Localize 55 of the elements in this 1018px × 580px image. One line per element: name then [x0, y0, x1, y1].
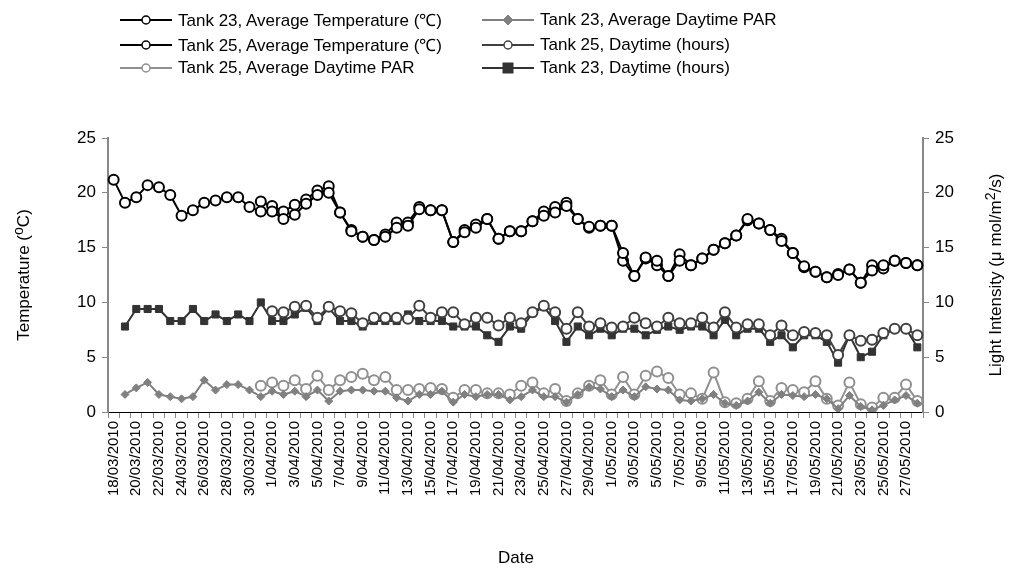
- y-tick-label: 10: [77, 292, 96, 312]
- x-tick-label: 20/03/2010: [126, 421, 144, 497]
- legend-label: Tank 25, Average Daytime PAR: [178, 58, 415, 78]
- x-tick-label: 24/03/2010: [171, 421, 189, 497]
- y-tick-label: 25: [77, 127, 96, 147]
- x-tick-label: 15/05/2010: [760, 421, 778, 497]
- x-tick-label: 13/05/2010: [737, 421, 755, 497]
- y-tick-label: 20: [77, 182, 96, 202]
- x-tick-label: 11/04/2010: [375, 421, 393, 495]
- x-tick-label: 1/05/2010: [601, 421, 619, 488]
- y2-tick-label: 5: [935, 346, 945, 366]
- x-tick-label: 5/05/2010: [647, 421, 665, 488]
- x-tick-label: 30/03/2010: [239, 421, 257, 497]
- x-tick-label: 5/04/2010: [307, 421, 325, 488]
- x-tick-label: 7/04/2010: [330, 421, 348, 488]
- legend-label: Tank 23, Average Daytime PAR: [539, 9, 777, 30]
- x-tick-label: 19/05/2010: [805, 421, 823, 497]
- y-tick-label: 15: [77, 237, 96, 257]
- x-tick-label: 15/04/2010: [420, 421, 438, 497]
- x-tick-label: 3/05/2010: [624, 421, 642, 488]
- x-tick-label: 11/05/2010: [715, 421, 733, 495]
- x-tick-label: 9/05/2010: [692, 421, 710, 488]
- y-tick-label: 0: [86, 401, 96, 421]
- x-tick-label: 21/04/2010: [488, 421, 506, 497]
- x-tick-label: 26/03/2010: [194, 421, 212, 497]
- y2-tick-label: 0: [935, 401, 945, 421]
- x-tick-label: 17/04/2010: [443, 421, 461, 497]
- x-tick-label: 23/05/2010: [850, 421, 868, 497]
- x-tick-label: 21/05/2010: [828, 421, 846, 497]
- x-tick-label: 25/05/2010: [873, 421, 891, 497]
- legend-label: Tank 25, Daytime (hours): [539, 34, 730, 55]
- x-tick-label: 18/03/2010: [103, 421, 121, 497]
- x-tick-label: 29/04/2010: [579, 421, 597, 497]
- x-tick-label: 3/04/2010: [284, 421, 302, 488]
- y-tick-label: 5: [86, 346, 96, 366]
- legend-label: Tank 23, Daytime (hours): [539, 58, 730, 78]
- y2-tick-label: 15: [935, 237, 954, 257]
- x-axis-title: Date: [498, 548, 534, 568]
- x-tick-label: 13/04/2010: [398, 421, 416, 497]
- y2-tick-label: 25: [935, 127, 954, 147]
- x-tick-label: 19/04/2010: [466, 421, 484, 497]
- x-tick-label: 9/04/2010: [352, 421, 370, 488]
- x-tick-label: 27/05/2010: [896, 421, 914, 497]
- y2-tick-label: 20: [935, 182, 954, 202]
- legend-label: Tank 25, Average Temperature (℃): [178, 35, 442, 56]
- x-tick-label: 1/04/2010: [262, 421, 280, 488]
- x-tick-label: 22/03/2010: [149, 421, 167, 497]
- x-tick-label: 27/04/2010: [556, 421, 574, 497]
- x-tick-label: 17/05/2010: [782, 421, 800, 497]
- x-tick-label: 28/03/2010: [216, 421, 234, 497]
- y2-tick-label: 10: [935, 292, 954, 312]
- x-tick-label: 7/05/2010: [669, 421, 687, 488]
- x-tick-label: 25/04/2010: [533, 421, 551, 497]
- x-tick-label: 23/04/2010: [511, 421, 529, 497]
- legend-label: Tank 23, Average Temperature (℃): [178, 10, 442, 31]
